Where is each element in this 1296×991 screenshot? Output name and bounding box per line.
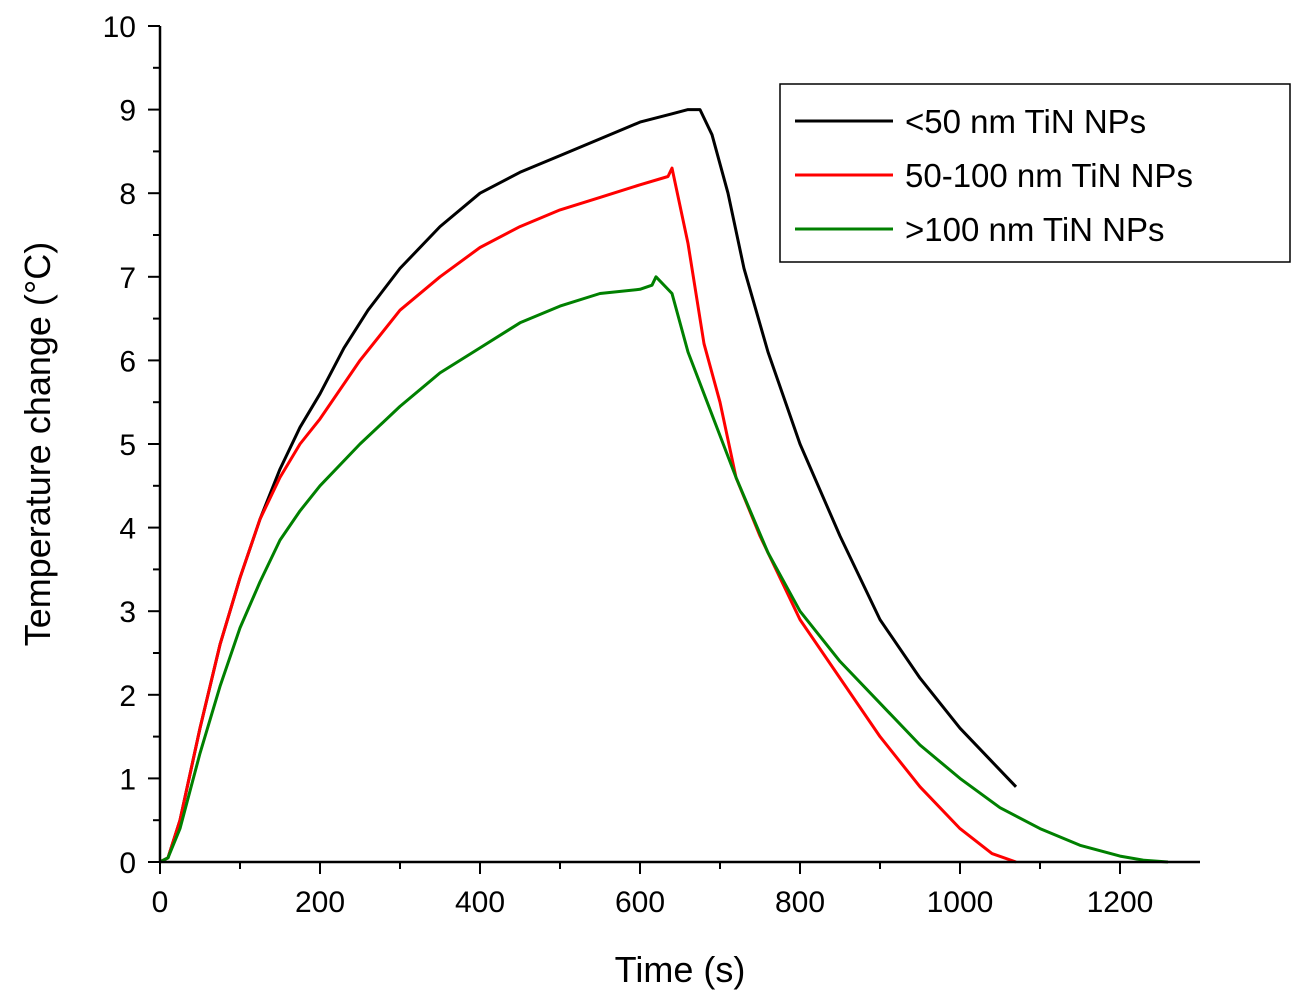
x-tick-label: 1200: [1087, 886, 1154, 919]
y-tick-label: 4: [119, 513, 136, 546]
x-tick-label: 600: [615, 886, 665, 919]
y-tick-label: 2: [119, 680, 136, 713]
legend-label: <50 nm TiN NPs: [905, 103, 1146, 140]
x-axis: 0 200 400 600 800 1000 1200: [152, 860, 1200, 919]
legend-label: 50-100 nm TiN NPs: [905, 157, 1193, 194]
x-tick-label: 800: [775, 886, 825, 919]
y-tick-label: 8: [119, 178, 136, 211]
y-axis-title: Temperature change (°C): [17, 242, 58, 647]
y-tick-label: 5: [119, 429, 136, 462]
y-tick-label: 3: [119, 596, 136, 629]
x-tick-label: 0: [152, 886, 169, 919]
y-tick-label: 10: [103, 11, 136, 44]
y-tick-label: 9: [119, 95, 136, 128]
series-line: [159, 166, 1017, 864]
plot-area: 0 200 400 600 800 1000 1200 0 1 2 3 4 5 6 7 8 9 10: [103, 11, 1200, 919]
y-axis: 0 1 2 3 4 5 6 7 8 9 10: [103, 11, 162, 880]
y-tick-label: 0: [119, 847, 136, 880]
y-tick-label: 6: [119, 345, 136, 378]
x-tick-label: 1000: [927, 886, 994, 919]
x-tick-label: 400: [455, 886, 505, 919]
x-tick-label: 200: [295, 886, 345, 919]
y-tick-label: 7: [119, 262, 136, 295]
series-layer: [159, 108, 1169, 864]
x-axis-title: Time (s): [615, 949, 746, 990]
legend-label: >100 nm TiN NPs: [905, 211, 1165, 248]
legend-box: [779, 83, 1291, 263]
y-tick-label: 1: [119, 763, 136, 796]
series-line: [159, 275, 1169, 864]
legend: <50 nm TiN NPs 50-100 nm TiN NPs >100 nm T…: [779, 83, 1291, 263]
